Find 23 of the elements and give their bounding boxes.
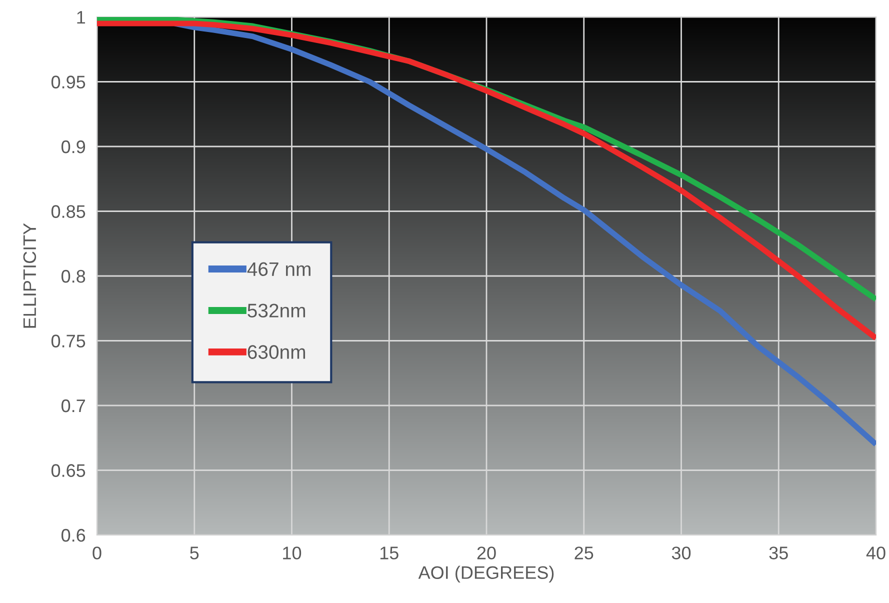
y-tick-label: 0.9 — [61, 140, 86, 154]
y-axis-title: ELLIPTICITY — [23, 223, 36, 328]
y-tick-label: 1 — [77, 11, 86, 24]
x-tick-label: 15 — [380, 546, 398, 560]
y-tick-label: 0.65 — [51, 464, 86, 477]
x-tick-label: 40 — [866, 546, 886, 560]
y-tick-label: 0.6 — [61, 528, 86, 542]
x-tick-label: 25 — [574, 546, 594, 560]
x-tick-label: 0 — [92, 546, 102, 560]
y-tick-label: 0.7 — [61, 399, 85, 412]
legend-label: 630nm — [248, 345, 306, 359]
x-axis-title: AOI (DEGREES) — [418, 566, 554, 583]
x-tick-label: 5 — [190, 546, 199, 560]
x-tick-label: 20 — [477, 546, 496, 560]
legend-label: 467 nm — [247, 262, 310, 276]
y-tick-label: 0.95 — [51, 76, 86, 88]
x-tick-label: 30 — [672, 546, 691, 560]
x-tick-label: 35 — [769, 546, 788, 560]
y-tick-label: 0.75 — [51, 334, 86, 348]
y-tick-label: 0.85 — [51, 205, 86, 218]
legend-label: 532nm — [248, 304, 306, 318]
x-tick-label: 10 — [283, 546, 302, 560]
y-tick-label: 0.8 — [61, 270, 86, 283]
